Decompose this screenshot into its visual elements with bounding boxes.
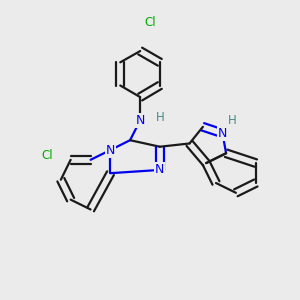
Text: N: N	[155, 164, 164, 176]
Text: Cl: Cl	[42, 148, 53, 162]
Text: Cl: Cl	[144, 16, 156, 29]
Text: H: H	[155, 110, 164, 124]
Text: N: N	[218, 127, 227, 140]
Text: N: N	[136, 114, 145, 127]
Text: N: N	[106, 143, 115, 157]
Text: H: H	[228, 114, 237, 127]
